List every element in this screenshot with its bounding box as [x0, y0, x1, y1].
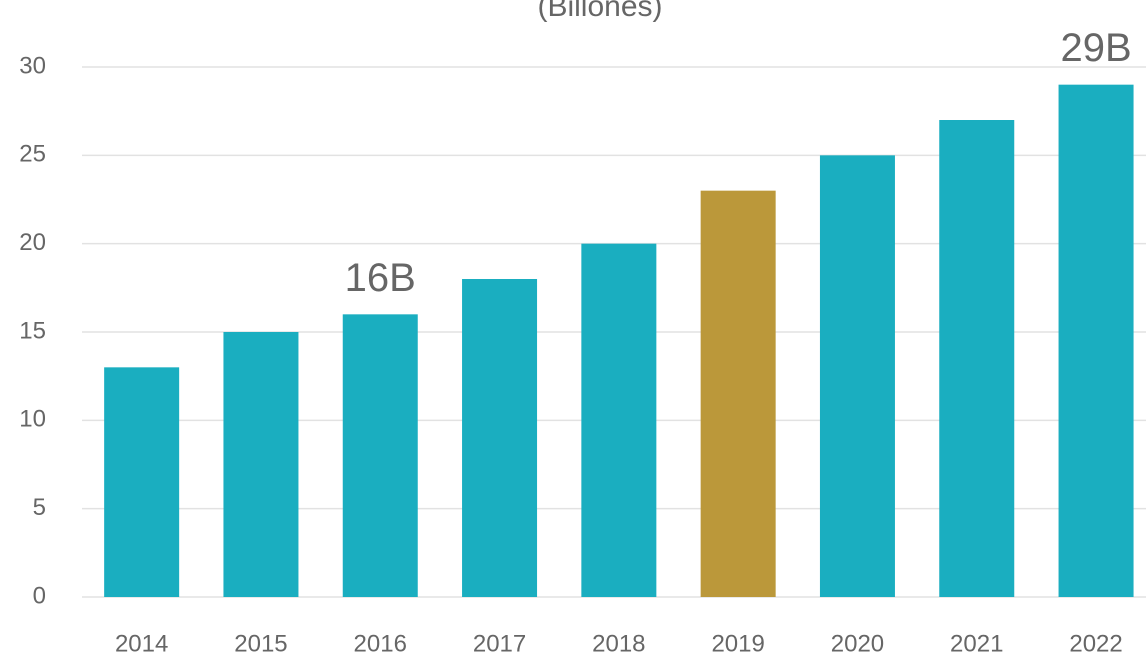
x-tick-label: 2018	[592, 630, 645, 657]
bar	[342, 314, 418, 597]
x-tick-label: 2014	[115, 630, 168, 657]
y-tick-label: 30	[19, 52, 46, 79]
x-tick-label: 2017	[473, 630, 526, 657]
data-label: 29B	[1060, 26, 1131, 70]
x-tick-label: 2022	[1069, 630, 1122, 657]
x-tick-label: 2019	[711, 630, 764, 657]
x-tick-label: 2021	[950, 630, 1003, 657]
y-tick-label: 20	[19, 229, 46, 256]
bar	[581, 243, 657, 597]
y-tick-label: 25	[19, 141, 46, 168]
bar	[223, 332, 299, 597]
bar	[939, 120, 1015, 597]
bar	[819, 155, 895, 598]
x-tick-label: 2016	[354, 630, 407, 657]
y-tick-label: 5	[33, 494, 46, 521]
x-tick-label: 2020	[831, 630, 884, 657]
bar	[700, 190, 776, 597]
bar	[104, 367, 180, 597]
data-label: 16B	[345, 256, 416, 300]
y-tick-label: 15	[19, 317, 46, 344]
y-tick-label: 0	[33, 582, 46, 609]
bar	[462, 279, 538, 597]
x-tick-label: 2015	[234, 630, 287, 657]
y-tick-label: 10	[19, 406, 46, 433]
chart-title: (Billones)	[537, 0, 662, 23]
bar	[1058, 84, 1134, 597]
